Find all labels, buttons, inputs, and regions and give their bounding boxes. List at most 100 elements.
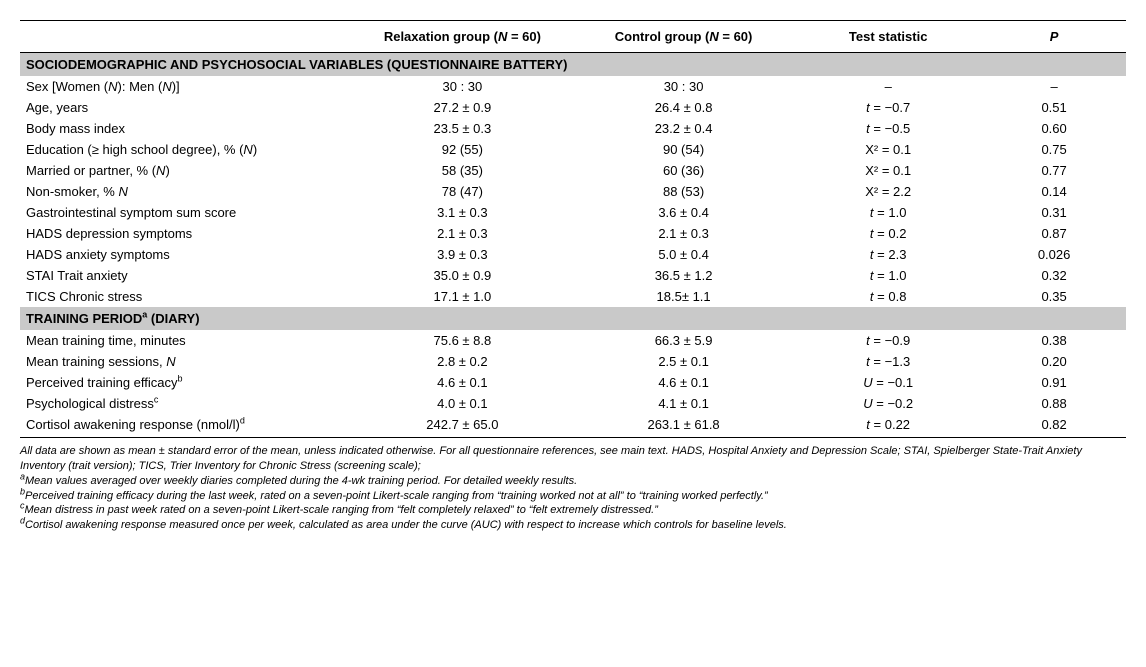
- cell-relax: 78 (47): [352, 181, 573, 202]
- col-stat: Test statistic: [794, 21, 982, 53]
- cell-p: 0.38: [982, 330, 1126, 351]
- cell-relax: 30 : 30: [352, 76, 573, 97]
- table-row: Psychological distressc4.0 ± 0.14.1 ± 0.…: [20, 393, 1126, 414]
- row-label: Married or partner, % (N): [20, 160, 352, 181]
- footnote-d: dCortisol awakening response measured on…: [20, 518, 1126, 533]
- cell-stat: t = 1.0: [794, 202, 982, 223]
- cell-p: 0.20: [982, 351, 1126, 372]
- cell-ctrl: 30 : 30: [573, 76, 794, 97]
- cell-p: 0.60: [982, 118, 1126, 139]
- cell-ctrl: 66.3 ± 5.9: [573, 330, 794, 351]
- cell-stat: t = 0.2: [794, 223, 982, 244]
- cell-p: 0.51: [982, 97, 1126, 118]
- footnote-c: cMean distress in past week rated on a s…: [20, 503, 1126, 518]
- footnote-main: All data are shown as mean ± standard er…: [20, 444, 1126, 474]
- col-p: P: [982, 21, 1126, 53]
- cell-relax: 3.1 ± 0.3: [352, 202, 573, 223]
- cell-relax: 92 (55): [352, 139, 573, 160]
- cell-stat: X² = 0.1: [794, 160, 982, 181]
- row-label: Sex [Women (N): Men (N)]: [20, 76, 352, 97]
- col-blank: [20, 21, 352, 53]
- cell-stat: –: [794, 76, 982, 97]
- table-row: Body mass index23.5 ± 0.323.2 ± 0.4t = −…: [20, 118, 1126, 139]
- cell-stat: U = −0.1: [794, 372, 982, 393]
- table-row: HADS anxiety symptoms3.9 ± 0.35.0 ± 0.4t…: [20, 244, 1126, 265]
- row-label: Psychological distressc: [20, 393, 352, 414]
- cell-p: 0.35: [982, 286, 1126, 307]
- cell-stat: X² = 0.1: [794, 139, 982, 160]
- header-row: Relaxation group (N = 60) Control group …: [20, 21, 1126, 53]
- data-table: Relaxation group (N = 60) Control group …: [20, 20, 1126, 435]
- row-label: TICS Chronic stress: [20, 286, 352, 307]
- table-row: Perceived training efficacyb4.6 ± 0.14.6…: [20, 372, 1126, 393]
- table-row: Married or partner, % (N)58 (35)60 (36)X…: [20, 160, 1126, 181]
- table-row: Non-smoker, % N78 (47)88 (53)X² = 2.20.1…: [20, 181, 1126, 202]
- row-label: Non-smoker, % N: [20, 181, 352, 202]
- row-label: Education (≥ high school degree), % (N): [20, 139, 352, 160]
- row-label: Body mass index: [20, 118, 352, 139]
- cell-p: 0.82: [982, 414, 1126, 435]
- cell-ctrl: 5.0 ± 0.4: [573, 244, 794, 265]
- row-label: Gastrointestinal symptom sum score: [20, 202, 352, 223]
- cell-ctrl: 23.2 ± 0.4: [573, 118, 794, 139]
- table-row: STAI Trait anxiety35.0 ± 0.936.5 ± 1.2t …: [20, 265, 1126, 286]
- table-row: Mean training time, minutes75.6 ± 8.866.…: [20, 330, 1126, 351]
- cell-stat: t = 2.3: [794, 244, 982, 265]
- cell-ctrl: 36.5 ± 1.2: [573, 265, 794, 286]
- cell-relax: 17.1 ± 1.0: [352, 286, 573, 307]
- cell-p: 0.14: [982, 181, 1126, 202]
- row-label: Age, years: [20, 97, 352, 118]
- table-row: TICS Chronic stress17.1 ± 1.018.5± 1.1t …: [20, 286, 1126, 307]
- cell-p: 0.75: [982, 139, 1126, 160]
- cell-relax: 27.2 ± 0.9: [352, 97, 573, 118]
- footnote-b: bPerceived training efficacy during the …: [20, 489, 1126, 504]
- cell-p: 0.87: [982, 223, 1126, 244]
- col-relax: Relaxation group (N = 60): [352, 21, 573, 53]
- cell-stat: t = 1.0: [794, 265, 982, 286]
- cell-relax: 4.0 ± 0.1: [352, 393, 573, 414]
- cell-ctrl: 4.1 ± 0.1: [573, 393, 794, 414]
- footnotes: All data are shown as mean ± standard er…: [20, 437, 1126, 533]
- table-row: HADS depression symptoms2.1 ± 0.32.1 ± 0…: [20, 223, 1126, 244]
- cell-p: 0.32: [982, 265, 1126, 286]
- table-row: Education (≥ high school degree), % (N)9…: [20, 139, 1126, 160]
- section-header-1: SOCIODEMOGRAPHIC AND PSYCHOSOCIAL VARIAB…: [20, 53, 1126, 77]
- row-label: HADS depression symptoms: [20, 223, 352, 244]
- row-label: Mean training time, minutes: [20, 330, 352, 351]
- row-label: HADS anxiety symptoms: [20, 244, 352, 265]
- cell-stat: U = −0.2: [794, 393, 982, 414]
- cell-p: –: [982, 76, 1126, 97]
- col-ctrl: Control group (N = 60): [573, 21, 794, 53]
- cell-relax: 242.7 ± 65.0: [352, 414, 573, 435]
- row-label: Perceived training efficacyb: [20, 372, 352, 393]
- section-1-title: SOCIODEMOGRAPHIC AND PSYCHOSOCIAL VARIAB…: [20, 53, 1126, 77]
- section-2-title: TRAINING PERIODa (DIARY): [20, 307, 1126, 330]
- cell-ctrl: 26.4 ± 0.8: [573, 97, 794, 118]
- table-row: Gastrointestinal symptom sum score3.1 ± …: [20, 202, 1126, 223]
- cell-relax: 35.0 ± 0.9: [352, 265, 573, 286]
- cell-relax: 3.9 ± 0.3: [352, 244, 573, 265]
- cell-ctrl: 18.5± 1.1: [573, 286, 794, 307]
- cell-ctrl: 90 (54): [573, 139, 794, 160]
- cell-relax: 2.1 ± 0.3: [352, 223, 573, 244]
- table-row: Age, years27.2 ± 0.926.4 ± 0.8t = −0.70.…: [20, 97, 1126, 118]
- cell-relax: 58 (35): [352, 160, 573, 181]
- cell-relax: 4.6 ± 0.1: [352, 372, 573, 393]
- cell-ctrl: 2.1 ± 0.3: [573, 223, 794, 244]
- row-label: Mean training sessions, N: [20, 351, 352, 372]
- cell-relax: 75.6 ± 8.8: [352, 330, 573, 351]
- cell-ctrl: 60 (36): [573, 160, 794, 181]
- footnote-a: aMean values averaged over weekly diarie…: [20, 474, 1126, 489]
- cell-ctrl: 4.6 ± 0.1: [573, 372, 794, 393]
- section-header-2: TRAINING PERIODa (DIARY): [20, 307, 1126, 330]
- cell-stat: t = −0.7: [794, 97, 982, 118]
- cell-stat: t = −0.5: [794, 118, 982, 139]
- cell-stat: t = 0.22: [794, 414, 982, 435]
- cell-p: 0.91: [982, 372, 1126, 393]
- cell-stat: t = −0.9: [794, 330, 982, 351]
- cell-ctrl: 88 (53): [573, 181, 794, 202]
- table-row: Sex [Women (N): Men (N)]30 : 3030 : 30––: [20, 76, 1126, 97]
- row-label: Cortisol awakening response (nmol/l)d: [20, 414, 352, 435]
- cell-stat: X² = 2.2: [794, 181, 982, 202]
- table-row: Cortisol awakening response (nmol/l)d242…: [20, 414, 1126, 435]
